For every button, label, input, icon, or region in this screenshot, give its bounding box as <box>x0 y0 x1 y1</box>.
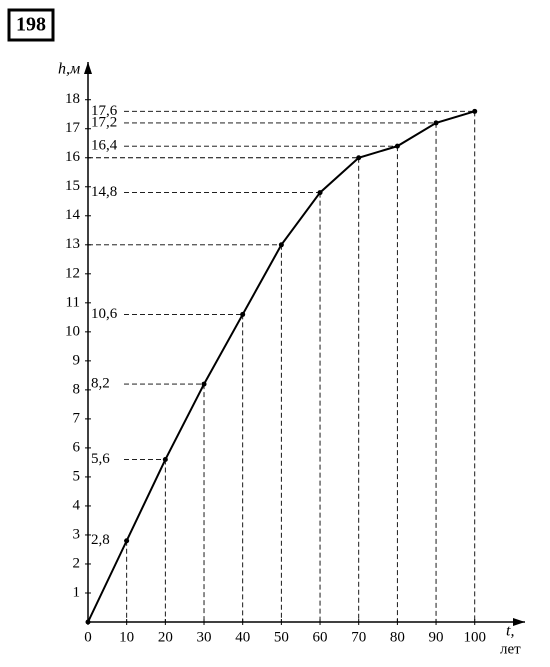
value-label: 17,6 <box>91 103 118 119</box>
point <box>317 190 323 196</box>
y-tick-label: 12 <box>65 265 80 281</box>
x-tick-label: 30 <box>197 629 212 645</box>
y-tick-label: 5 <box>73 468 81 484</box>
y-tick-label: 9 <box>73 352 81 368</box>
y-tick-label: 11 <box>66 294 80 310</box>
y-tick-label: 17 <box>65 120 81 136</box>
y-tick-label: 14 <box>65 207 81 223</box>
x-tick-label: 0 <box>84 629 92 645</box>
x-tick-label: 50 <box>274 629 289 645</box>
y-tick-label: 3 <box>73 526 81 542</box>
y-tick-label: 13 <box>65 236 80 252</box>
y-tick-label: 1 <box>73 584 81 600</box>
point <box>162 457 168 463</box>
value-label: 8,2 <box>91 376 110 392</box>
point <box>278 242 284 248</box>
point <box>240 311 246 317</box>
y-tick-label: 10 <box>65 323 80 339</box>
y-tick-label: 8 <box>73 381 81 397</box>
point <box>472 108 478 114</box>
y-tick-label: 15 <box>65 178 80 194</box>
point <box>201 381 207 387</box>
value-label: 10,6 <box>91 306 118 322</box>
y-tick-label: 16 <box>65 149 81 165</box>
x-tick-label: 20 <box>158 629 173 645</box>
y-tick-label: 2 <box>73 555 81 571</box>
value-label: 14,8 <box>91 184 117 200</box>
x-tick-label: 60 <box>313 629 328 645</box>
x-axis-label: t, <box>506 623 514 640</box>
point <box>433 120 439 126</box>
point <box>394 143 400 149</box>
x-tick-label: 90 <box>429 629 444 645</box>
x-tick-label: 80 <box>390 629 405 645</box>
value-label: 17,2 <box>91 114 117 130</box>
y-tick-label: 4 <box>73 497 81 513</box>
badge: 198 <box>16 14 46 36</box>
y-arrow <box>84 62 92 74</box>
x-tick-label: 70 <box>351 629 366 645</box>
x-tick-label: 100 <box>463 629 486 645</box>
x-axis-unit: лет <box>500 641 521 657</box>
x-tick-label: 40 <box>235 629 250 645</box>
x-tick-label: 10 <box>119 629 134 645</box>
y-axis-label: h,м <box>58 61 80 78</box>
point <box>356 155 362 161</box>
badge-frame <box>7 8 55 42</box>
point <box>85 619 91 625</box>
y-tick-label: 18 <box>65 91 80 107</box>
y-tick-label: 6 <box>73 439 81 455</box>
value-label: 5,6 <box>91 451 110 467</box>
value-label: 16,4 <box>91 138 118 154</box>
x-arrow <box>513 618 525 626</box>
point <box>124 538 130 544</box>
value-label: 2,8 <box>91 532 110 548</box>
y-tick-label: 7 <box>73 410 81 426</box>
